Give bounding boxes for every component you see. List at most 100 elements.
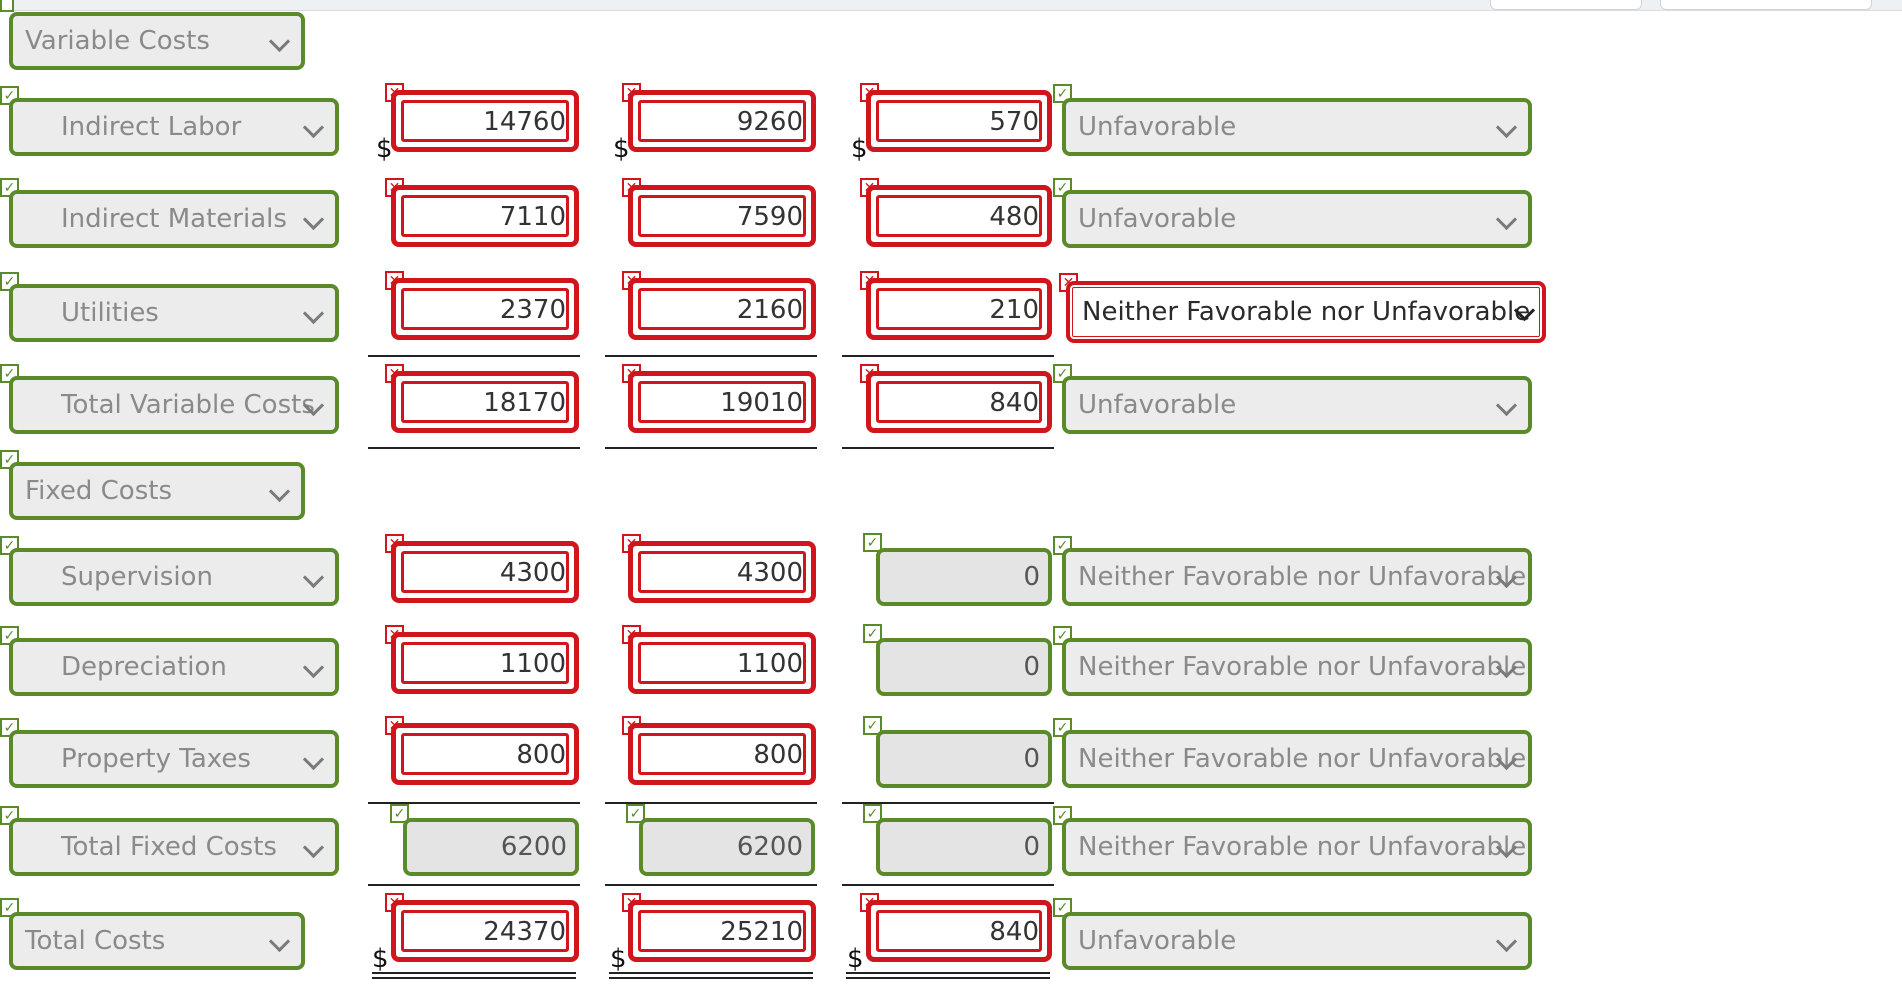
chevron-down-icon <box>302 836 325 859</box>
select-label: Utilities <box>61 298 159 328</box>
variance-select-total-costs[interactable]: Unfavorable <box>1062 912 1532 970</box>
section-select-fixed-costs[interactable]: Fixed Costs <box>9 462 305 520</box>
select-label: Total Costs <box>25 926 166 956</box>
chevron-down-icon <box>302 656 325 679</box>
input-supervision-col2[interactable]: 4300 <box>628 541 816 603</box>
variance-select-total-variable-costs[interactable]: Unfavorable <box>1062 376 1532 434</box>
check-icon: ✓ <box>390 804 409 823</box>
input-utilities-col1[interactable]: 2370 <box>391 278 579 340</box>
double-underline <box>609 972 813 974</box>
chevron-down-icon <box>302 566 325 589</box>
select-label: Unfavorable <box>1078 926 1237 956</box>
double-underline <box>846 972 1050 974</box>
underline <box>605 884 817 886</box>
row-label-select-indirect-materials[interactable]: Indirect Materials <box>9 190 339 248</box>
input-depreciation-col3[interactable]: 0 <box>876 638 1052 696</box>
chevron-down-icon <box>1495 394 1518 417</box>
select-label: Neither Favorable nor Unfavorable <box>1078 652 1527 682</box>
input-property-taxes-col2[interactable]: 800 <box>628 723 816 785</box>
row-label-select-total-costs[interactable]: Total Costs <box>9 912 305 970</box>
input-total-variable-col1[interactable]: 18170 <box>391 371 579 433</box>
row-label-select-depreciation[interactable]: Depreciation <box>9 638 339 696</box>
row-label-select-total-variable-costs[interactable]: Total Variable Costs <box>9 376 339 434</box>
input-indirect-materials-col2[interactable]: 7590 <box>628 185 816 247</box>
select-label: Supervision <box>61 562 213 592</box>
underline <box>842 355 1054 357</box>
variance-select-indirect-labor[interactable]: Unfavorable <box>1062 98 1532 156</box>
input-supervision-col1[interactable]: 4300 <box>391 541 579 603</box>
underline <box>368 884 580 886</box>
select-label: Indirect Labor <box>61 112 242 142</box>
double-underline <box>372 977 576 979</box>
underline <box>368 447 580 449</box>
input-total-fixed-col3[interactable]: 0 <box>876 818 1052 876</box>
check-icon: ✓ <box>863 624 882 643</box>
row-label-select-utilities[interactable]: Utilities <box>9 284 339 342</box>
input-utilities-col3[interactable]: 210 <box>866 278 1052 340</box>
select-label: Total Variable Costs <box>61 390 315 420</box>
underline <box>368 802 580 804</box>
input-indirect-materials-col1[interactable]: 7110 <box>391 185 579 247</box>
select-label: Neither Favorable nor Unfavorable <box>1082 297 1531 327</box>
variance-select-total-fixed-costs[interactable]: Neither Favorable nor Unfavorable <box>1062 818 1532 876</box>
underline <box>605 355 817 357</box>
input-utilities-col2[interactable]: 2160 <box>628 278 816 340</box>
variance-select-supervision[interactable]: Neither Favorable nor Unfavorable <box>1062 548 1532 606</box>
row-label-select-property-taxes[interactable]: Property Taxes <box>9 730 339 788</box>
chevron-down-icon <box>268 30 291 53</box>
currency-symbol: $ <box>613 134 630 164</box>
variance-select-property-taxes[interactable]: Neither Favorable nor Unfavorable <box>1062 730 1532 788</box>
check-icon: ✓ <box>626 804 645 823</box>
input-total-variable-col3[interactable]: 840 <box>866 371 1052 433</box>
currency-symbol: $ <box>851 134 868 164</box>
browser-top-bar <box>0 0 1902 11</box>
double-underline <box>372 972 576 974</box>
select-label: Total Fixed Costs <box>61 832 277 862</box>
chevron-down-icon <box>268 480 291 503</box>
variance-select-utilities[interactable]: Neither Favorable nor Unfavorable <box>1066 281 1546 343</box>
underline <box>605 447 817 449</box>
input-total-costs-col1[interactable]: 24370 <box>391 900 579 962</box>
input-depreciation-col1[interactable]: 1100 <box>391 632 579 694</box>
section-select-variable-costs[interactable]: Variable Costs <box>9 12 305 70</box>
check-icon: ✓ <box>863 533 882 552</box>
input-total-fixed-col1[interactable]: 6200 <box>403 818 579 876</box>
input-property-taxes-col1[interactable]: 800 <box>391 723 579 785</box>
chevron-down-icon <box>302 748 325 771</box>
select-label: Unfavorable <box>1078 112 1237 142</box>
input-total-fixed-col2[interactable]: 6200 <box>639 818 815 876</box>
chevron-down-icon <box>268 930 291 953</box>
chevron-down-icon <box>302 208 325 231</box>
input-indirect-labor-col3[interactable]: 570 <box>866 90 1052 152</box>
select-label: Indirect Materials <box>61 204 287 234</box>
currency-symbol: $ <box>610 944 627 974</box>
input-indirect-materials-col3[interactable]: 480 <box>866 185 1052 247</box>
check-icon <box>0 0 14 12</box>
select-label: Unfavorable <box>1078 390 1237 420</box>
select-label: Property Taxes <box>61 744 251 774</box>
input-total-costs-col3[interactable]: 840 <box>866 900 1052 962</box>
chevron-down-icon <box>302 302 325 325</box>
double-underline <box>846 977 1050 979</box>
variance-select-depreciation[interactable]: Neither Favorable nor Unfavorable <box>1062 638 1532 696</box>
select-label: Neither Favorable nor Unfavorable <box>1078 562 1527 592</box>
input-indirect-labor-col2[interactable]: 9260 <box>628 90 816 152</box>
underline <box>368 355 580 357</box>
input-supervision-col3[interactable]: 0 <box>876 548 1052 606</box>
variance-select-indirect-materials[interactable]: Unfavorable <box>1062 190 1532 248</box>
input-indirect-labor-col1[interactable]: 14760 <box>391 90 579 152</box>
row-label-select-supervision[interactable]: Supervision <box>9 548 339 606</box>
row-label-select-total-fixed-costs[interactable]: Total Fixed Costs <box>9 818 339 876</box>
currency-symbol: $ <box>376 134 393 164</box>
underline <box>605 802 817 804</box>
input-total-variable-col2[interactable]: 19010 <box>628 371 816 433</box>
input-total-costs-col2[interactable]: 25210 <box>628 900 816 962</box>
input-property-taxes-col3[interactable]: 0 <box>876 730 1052 788</box>
row-label-select-indirect-labor[interactable]: Indirect Labor <box>9 98 339 156</box>
underline <box>842 802 1054 804</box>
toolbar-tab-right <box>1660 0 1872 10</box>
select-label: Neither Favorable nor Unfavorable <box>1078 832 1527 862</box>
select-label: Neither Favorable nor Unfavorable <box>1078 744 1527 774</box>
input-depreciation-col2[interactable]: 1100 <box>628 632 816 694</box>
currency-symbol: $ <box>372 944 389 974</box>
